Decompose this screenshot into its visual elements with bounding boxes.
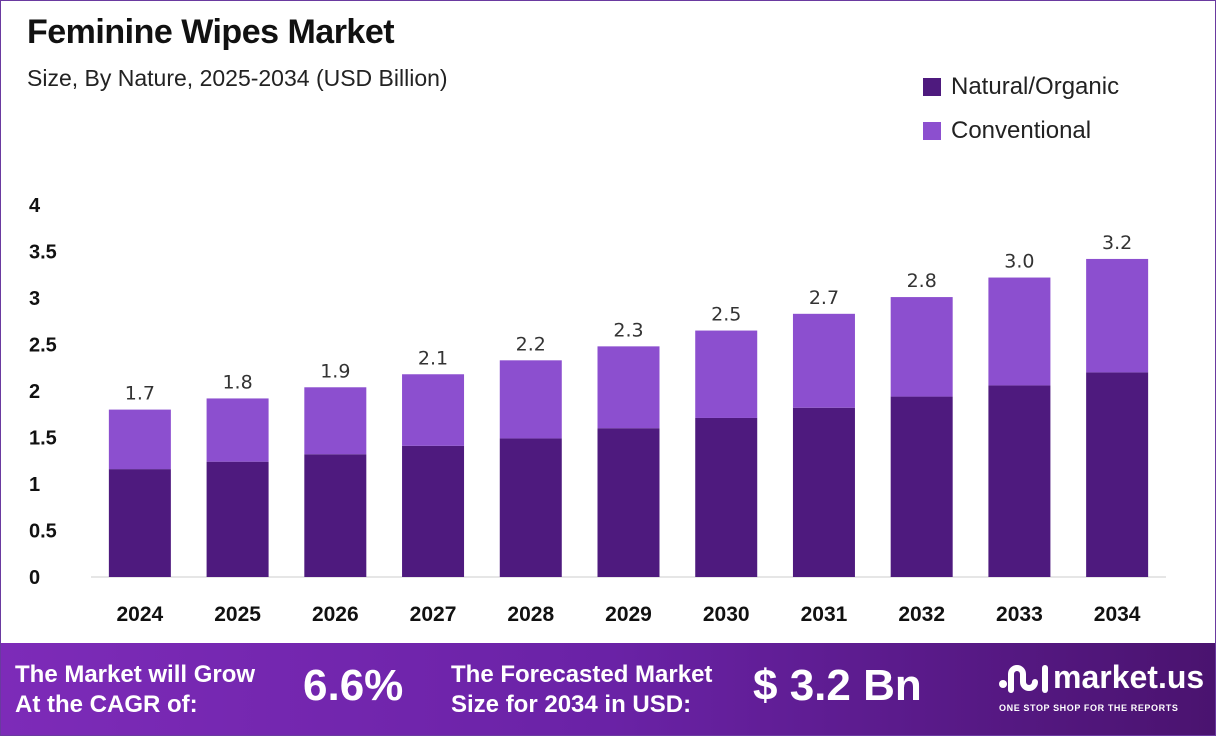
bar-natural-organic-2024 [108, 469, 171, 577]
y-tick-label: 2 [29, 381, 40, 403]
summary-banner: The Market will Grow At the CAGR of: 6.6%… [1, 643, 1215, 735]
logo-tagline: ONE STOP SHOP FOR THE REPORTS [999, 703, 1179, 713]
x-tick-label: 2025 [214, 603, 261, 626]
data-label: 2.1 [418, 347, 448, 369]
data-label: 2.8 [907, 270, 937, 292]
legend-conventional: Conventional [923, 117, 1091, 145]
data-label: 2.7 [809, 287, 839, 309]
x-tick-label: 2034 [1094, 603, 1141, 626]
bar-natural-organic-2031 [792, 407, 855, 577]
bar-natural-organic-2027 [402, 445, 465, 577]
bar-conventional-2030 [695, 330, 758, 418]
data-label: 1.9 [320, 360, 350, 382]
data-label: 3.0 [1004, 251, 1034, 273]
bar-conventional-2029 [597, 346, 660, 429]
bar-conventional-2026 [304, 387, 367, 455]
x-tick-label: 2031 [801, 603, 848, 626]
cagr-label: The Market will Grow At the CAGR of: [15, 661, 256, 718]
bar-natural-organic-2034 [1086, 372, 1149, 577]
x-tick-label: 2027 [410, 603, 457, 626]
bar-conventional-2032 [890, 297, 953, 397]
x-tick-label: 2032 [898, 603, 945, 626]
x-tick-label: 2029 [605, 603, 652, 626]
bar-conventional-2024 [108, 409, 171, 470]
legend-swatch [923, 78, 941, 96]
bar-natural-organic-2025 [206, 461, 269, 577]
bar-natural-organic-2028 [499, 438, 562, 577]
legend-swatch [923, 122, 941, 140]
bar-conventional-2027 [402, 374, 465, 446]
data-label: 1.7 [125, 383, 155, 405]
x-tick-label: 2026 [312, 603, 359, 626]
data-label: 3.2 [1102, 232, 1132, 254]
logo-text: market.us [1053, 659, 1205, 695]
data-label: 1.8 [222, 371, 252, 393]
legend-label: Conventional [951, 117, 1092, 144]
bar-natural-organic-2026 [304, 454, 367, 577]
y-tick-label: 4 [29, 195, 41, 217]
y-tick-label: 2.5 [29, 335, 57, 357]
bar-natural-organic-2032 [890, 396, 953, 577]
cagr-value: 6.6% [303, 661, 404, 710]
y-tick-label: 0.5 [29, 521, 57, 543]
y-tick-label: 0 [29, 567, 40, 589]
x-tick-label: 2028 [507, 603, 554, 626]
bar-natural-organic-2030 [695, 417, 758, 577]
bar-conventional-2034 [1086, 258, 1149, 373]
x-tick-label: 2024 [117, 603, 164, 626]
x-tick-label: 2033 [996, 603, 1043, 626]
bar-chart: 0 0.5 1 1.5 2 2.5 3 3.5 4 1.7 2024 1.8 2025 1.9 2026 2.… [29, 195, 1166, 626]
data-label: 2.3 [613, 319, 643, 341]
y-tick-label: 1.5 [29, 428, 57, 450]
data-label: 2.2 [516, 333, 546, 355]
y-tick-label: 3.5 [29, 242, 57, 264]
bar-conventional-2031 [792, 313, 855, 408]
bar-conventional-2028 [499, 360, 562, 439]
x-tick-label: 2030 [703, 603, 750, 626]
chart-subtitle: Size, By Nature, 2025-2034 (USD Billion) [27, 65, 448, 91]
forecast-value: $ 3.2 Bn [753, 661, 922, 710]
data-label: 2.5 [711, 304, 741, 326]
legend-label: Natural/Organic [951, 73, 1120, 100]
y-tick-label: 3 [29, 288, 40, 310]
bar-natural-organic-2029 [597, 428, 660, 577]
bar-conventional-2025 [206, 398, 269, 462]
y-tick-label: 1 [29, 474, 40, 496]
bar-natural-organic-2033 [988, 385, 1051, 577]
forecast-label: The Forecasted Market Size for 2034 in US… [451, 661, 713, 718]
legend-natural-organic: Natural/Organic [923, 73, 1119, 101]
logo-icon [999, 664, 1048, 693]
bar-conventional-2033 [988, 277, 1051, 386]
chart-title: Feminine Wipes Market [27, 13, 395, 51]
market-us-logo: market.us ONE STOP SHOP FOR THE REPORTS [997, 659, 1205, 713]
